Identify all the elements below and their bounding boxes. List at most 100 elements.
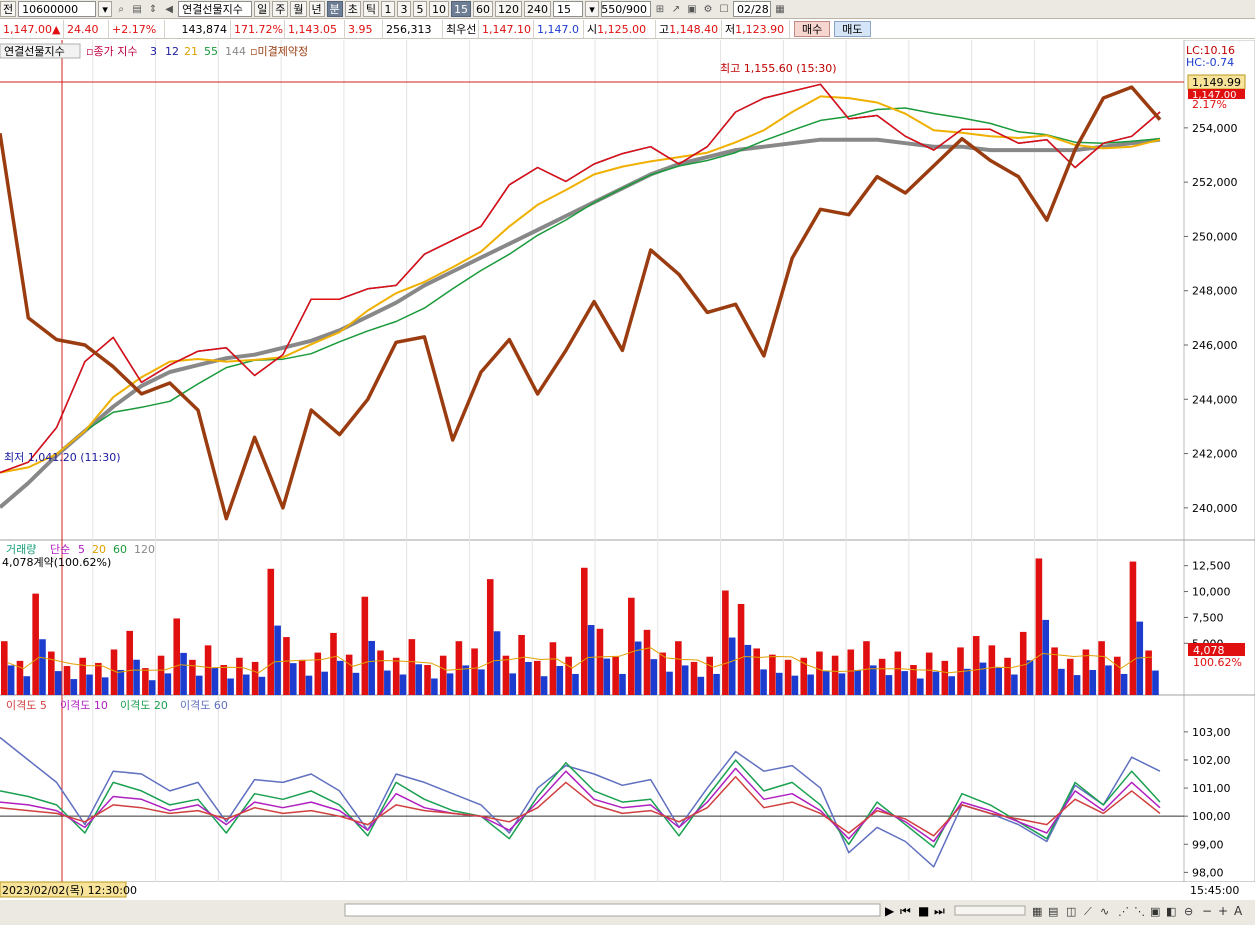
sell-button[interactable]: 매도 bbox=[834, 21, 871, 37]
arrange-icon[interactable]: ◫ bbox=[1066, 905, 1076, 918]
volume-bar-down bbox=[211, 667, 219, 695]
scroll-play-icon[interactable]: ▶ bbox=[885, 904, 895, 918]
period-year[interactable]: 년 bbox=[308, 1, 325, 17]
zoom-icon[interactable]: ⊞ bbox=[655, 3, 665, 15]
minute-10[interactable]: 10 bbox=[429, 1, 449, 17]
volume-bar-up bbox=[972, 636, 980, 695]
chart-area[interactable]: 0607080910131415161720212223242728254,00… bbox=[0, 39, 1255, 925]
scroll-rewind-icon[interactable]: ⏮ bbox=[900, 904, 911, 918]
zoom-out-icon[interactable]: ⊖ bbox=[1184, 905, 1193, 918]
print-icon[interactable]: ▣ bbox=[1150, 905, 1160, 918]
count-input[interactable]: 550/900 bbox=[601, 1, 651, 17]
volume-bar-up bbox=[769, 654, 776, 695]
code-dropdown-icon[interactable]: ▾ bbox=[98, 1, 113, 17]
volume-bar-up bbox=[220, 665, 228, 695]
disparity-legend-5[interactable]: 이격도 5 bbox=[6, 699, 47, 712]
minute-3[interactable]: 3 bbox=[397, 1, 411, 17]
period-month[interactable]: 월 bbox=[290, 1, 307, 17]
current-price: 1,147.00▲ bbox=[0, 20, 64, 38]
instrument-name[interactable]: 연결선물지수 bbox=[178, 1, 253, 17]
period-day[interactable]: 일 bbox=[254, 1, 271, 17]
disparity-legend-10[interactable]: 이격도 10 bbox=[60, 699, 108, 712]
prev-button[interactable]: 전 bbox=[0, 1, 17, 17]
legend-ma-21[interactable]: 21 bbox=[184, 45, 198, 58]
last-pct-label: 2.17% bbox=[1192, 98, 1227, 111]
step-icon[interactable]: ⇕ bbox=[148, 3, 158, 15]
volume-bar-down bbox=[791, 675, 799, 695]
draw-tool-icon[interactable]: ↗ bbox=[671, 3, 681, 15]
volume-legend-ma-5[interactable]: 5 bbox=[78, 543, 85, 556]
volume-bar-up bbox=[126, 630, 133, 695]
grid-layer bbox=[0, 40, 1184, 882]
legend-ma-12[interactable]: 12 bbox=[165, 45, 179, 58]
scroll-stop-icon[interactable]: ■ bbox=[918, 904, 929, 918]
legend-extra[interactable]: ▫미결제약정 bbox=[250, 44, 308, 58]
minute-60[interactable]: 60 bbox=[473, 1, 493, 17]
legend-name[interactable]: 연결선물지수 bbox=[4, 45, 65, 58]
volume-bar-up bbox=[1051, 647, 1058, 695]
date-input[interactable]: 02/28 bbox=[733, 1, 771, 17]
period-tick[interactable]: 틱 bbox=[362, 1, 379, 17]
split-icon[interactable]: ▤ bbox=[1048, 905, 1058, 918]
volume-legend-ma-120[interactable]: 120 bbox=[134, 543, 155, 556]
snapshot-icon[interactable]: ◧ bbox=[1166, 905, 1176, 918]
legend-ma-3[interactable]: 3 bbox=[150, 45, 157, 58]
layout-icon[interactable]: ▦ bbox=[1032, 905, 1042, 918]
chart-canvas[interactable]: 0607080910131415161720212223242728254,00… bbox=[0, 39, 1255, 925]
volume-bar-down bbox=[650, 659, 658, 695]
wave-tool-icon[interactable]: ∿ bbox=[1100, 905, 1109, 918]
high-value: 1,148.40 bbox=[669, 22, 719, 36]
legend-ma-144[interactable]: 144 bbox=[225, 45, 246, 58]
channel-tool-icon[interactable]: ⋰ bbox=[1118, 905, 1129, 918]
minute-120[interactable]: 120 bbox=[495, 1, 522, 17]
minus-icon[interactable]: − bbox=[1202, 904, 1212, 918]
scrollbar-track[interactable] bbox=[344, 903, 881, 917]
volume-legend-name[interactable]: 거래량 bbox=[6, 543, 36, 556]
volume-legend-ma-60[interactable]: 60 bbox=[113, 543, 127, 556]
volume-legend-ma-20[interactable]: 20 bbox=[92, 543, 106, 556]
buy-button[interactable]: 매수 bbox=[794, 21, 831, 37]
trend-tool-icon[interactable]: ⟋ bbox=[1084, 905, 1092, 918]
search-icon[interactable]: ⌕ bbox=[118, 3, 124, 15]
code-input[interactable]: 10600000 bbox=[18, 1, 97, 17]
sound-icon[interactable]: ◀ bbox=[165, 3, 173, 15]
period-second[interactable]: 초 bbox=[344, 1, 361, 17]
volume-bar-up bbox=[142, 668, 149, 695]
volume-bar-down bbox=[258, 676, 266, 695]
fib-tool-icon[interactable]: ⋱ bbox=[1134, 905, 1145, 918]
volume-bar-up bbox=[643, 629, 651, 695]
zoom-slider[interactable] bbox=[954, 905, 1026, 916]
font-size-icon[interactable]: A bbox=[1234, 904, 1243, 918]
legend-ma-55[interactable]: 55 bbox=[204, 45, 218, 58]
legend-ma-label[interactable]: ▫종가 지수 bbox=[86, 45, 137, 58]
volume-bar-down bbox=[23, 676, 31, 695]
disparity-legend-60[interactable]: 이격도 60 bbox=[180, 699, 228, 712]
disparity-legend-20[interactable]: 이격도 20 bbox=[120, 699, 168, 712]
checkbox-icon[interactable]: ☐ bbox=[719, 3, 729, 15]
volume-bar-down bbox=[478, 669, 485, 695]
period-week[interactable]: 주 bbox=[272, 1, 289, 17]
volume-bar-down bbox=[133, 659, 140, 695]
oi-tick-label: 250,000 bbox=[1192, 230, 1238, 243]
minute-240[interactable]: 240 bbox=[524, 1, 551, 17]
plus-icon[interactable]: + bbox=[1218, 904, 1228, 918]
interval-input[interactable]: 15 bbox=[553, 1, 583, 17]
volume-bar-down bbox=[587, 625, 595, 695]
scroll-end-icon[interactable]: ⏭ bbox=[934, 904, 945, 918]
interval-dropdown-icon[interactable]: ▾ bbox=[585, 1, 599, 17]
minute-15[interactable]: 15 bbox=[451, 1, 471, 17]
save-icon[interactable]: ▣ bbox=[687, 3, 697, 15]
best-bid: 1,147.0 bbox=[534, 20, 584, 38]
volume-bar-down bbox=[274, 625, 281, 695]
volume-bar-up bbox=[267, 568, 275, 695]
calendar-icon[interactable]: ▦ bbox=[775, 3, 785, 15]
volume-bar-down bbox=[995, 667, 1002, 695]
cursor-time-label: 2023/02/02(목) 12:30:00 bbox=[2, 884, 137, 897]
gear-icon[interactable]: ⚙ bbox=[703, 3, 713, 15]
minute-1[interactable]: 1 bbox=[381, 1, 395, 17]
compare-icon[interactable]: ▤ bbox=[132, 3, 142, 15]
period-minute[interactable]: 분 bbox=[326, 1, 343, 17]
volume-legend-ma-label[interactable]: 단순 bbox=[50, 543, 70, 556]
minute-5[interactable]: 5 bbox=[413, 1, 427, 17]
volume-bar-down bbox=[164, 673, 172, 695]
